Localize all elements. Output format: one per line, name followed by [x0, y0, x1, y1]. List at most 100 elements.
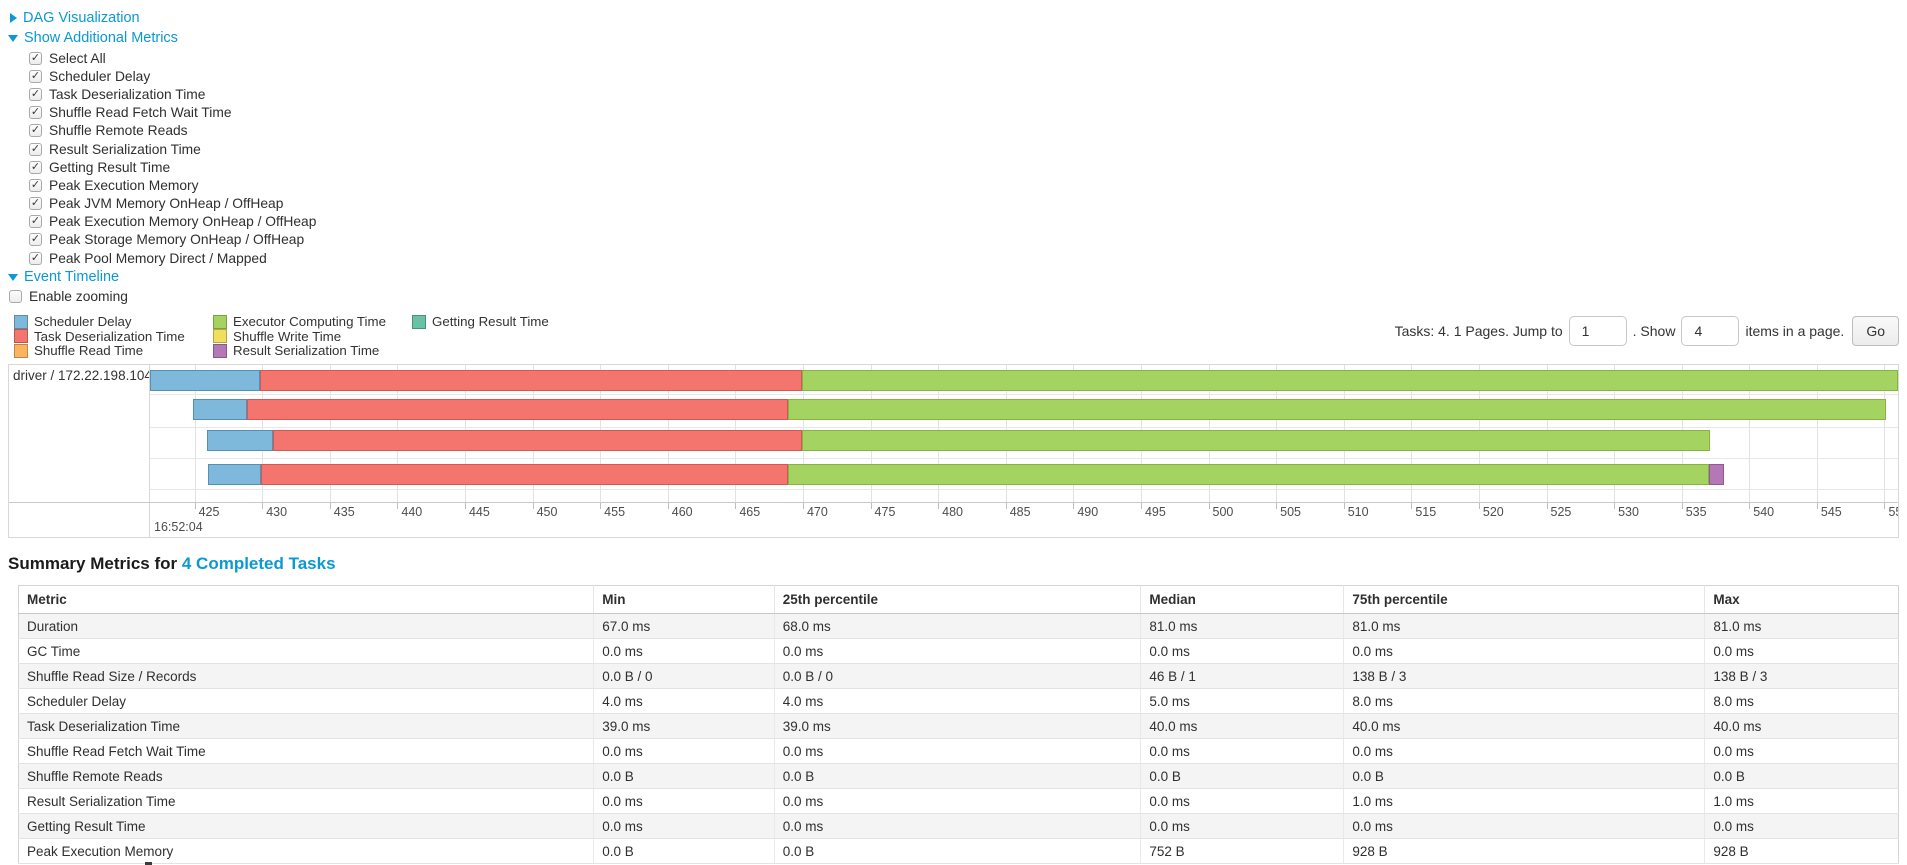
executor-computing-bar[interactable]	[788, 464, 1709, 486]
metric-checkbox-row[interactable]: ✓ Result Serialization Time	[29, 140, 1899, 158]
column-header: Min	[593, 585, 775, 615]
event-timeline-toggle[interactable]: Event Timeline	[8, 267, 1899, 286]
table-row: Task Deserialization Time 39.0 ms 39.0 ms 4…	[18, 713, 1899, 740]
row-separator	[150, 394, 1898, 396]
executor-computing-bar[interactable]	[801, 370, 1898, 392]
metric-checkbox-row[interactable]: ✓ Shuffle Remote Reads	[29, 122, 1899, 140]
axis-tick-label: 490	[1077, 505, 1099, 520]
axis-tick	[1546, 503, 1548, 510]
enable-zooming-label: Enable zooming	[29, 288, 128, 304]
metric-checkbox-row[interactable]: ✓ Peak Execution Memory	[29, 176, 1899, 194]
scheduler-delay-bar[interactable]	[193, 399, 248, 421]
legend-item: Result Serialization Time	[213, 343, 412, 358]
legend-item: Getting Result Time	[412, 314, 549, 329]
axis-tick-label: 445	[468, 505, 490, 520]
jump-to-page-input[interactable]	[1568, 316, 1627, 347]
metric-value-cell: 0.0 ms	[1343, 813, 1706, 840]
metric-value-cell: 4.0 ms	[774, 688, 1142, 715]
result-serialization-bar[interactable]	[1708, 464, 1724, 486]
metric-checkbox[interactable]: ✓	[29, 106, 42, 120]
metric-checkbox[interactable]: ✓	[29, 215, 42, 229]
task-deserialization-bar[interactable]	[259, 370, 802, 392]
go-button[interactable]: Go	[1852, 316, 1899, 347]
table-row: Shuffle Read Fetch Wait Time 0.0 ms 0.0 ms…	[18, 738, 1899, 765]
metric-checkbox-row[interactable]: ✓ Peak Pool Memory Direct / Mapped	[29, 249, 1899, 267]
metric-name-cell: Duration	[18, 613, 595, 640]
scheduler-delay-bar[interactable]	[208, 464, 261, 486]
metric-checkbox[interactable]: ✓	[29, 233, 42, 247]
metric-checkbox-row[interactable]: ✓ Task Deserialization Time	[29, 85, 1899, 103]
metric-value-cell: 39.0 ms	[774, 713, 1142, 740]
executor-computing-bar[interactable]	[801, 430, 1711, 452]
axis-tick	[397, 503, 399, 510]
executor-computing-bar[interactable]	[788, 399, 1886, 421]
show-additional-metrics-toggle[interactable]: Show Additional Metrics	[8, 28, 1899, 47]
enable-zooming-row[interactable]: Enable zooming	[9, 287, 1899, 305]
metric-checkbox-label: Peak Storage Memory OnHeap / OffHeap	[49, 232, 305, 248]
dag-visualization-toggle[interactable]: DAG Visualization	[8, 8, 1899, 27]
metric-name-cell: Scheduler Delay	[18, 688, 595, 715]
axis-tick-label: 530	[1618, 505, 1639, 520]
scheduler-delay-bar[interactable]	[206, 430, 273, 452]
axis-tick	[329, 503, 331, 510]
metric-checkbox-row[interactable]: ✓ Peak Execution Memory OnHeap / OffHeap	[29, 213, 1899, 231]
metric-checkbox[interactable]: ✓	[29, 142, 42, 156]
legend-item: Shuffle Read Time	[14, 343, 213, 358]
metric-value-cell: 1.0 ms	[1343, 788, 1706, 815]
items-per-page-input[interactable]	[1681, 316, 1740, 347]
metric-checkbox[interactable]: ✓	[29, 178, 42, 192]
metric-checkbox[interactable]: ✓	[29, 87, 42, 101]
metric-name-cell: GC Time	[18, 638, 595, 665]
getting-result-swatch	[412, 314, 426, 329]
axis-tick-label: 460	[671, 505, 693, 520]
scheduler-delay-bar[interactable]	[150, 370, 260, 392]
tasks-count-text: Tasks: 4. 1 Pages. Jump to	[1394, 323, 1563, 340]
metric-value-cell: 0.0 B	[774, 838, 1142, 865]
result-serialization-swatch	[213, 343, 227, 358]
show-additional-metrics-link[interactable]: Show Additional Metrics	[24, 29, 178, 46]
metric-checkbox[interactable]: ✓	[29, 51, 42, 65]
enable-zooming-checkbox[interactable]	[9, 289, 22, 303]
metric-checkbox[interactable]: ✓	[29, 69, 42, 83]
metric-value-cell: 0.0 ms	[774, 638, 1142, 665]
metric-checkbox[interactable]: ✓	[29, 197, 42, 211]
metric-checkbox-row[interactable]: ✓ Scheduler Delay	[29, 67, 1899, 85]
metric-checkbox-row[interactable]: ✓ Select All	[29, 49, 1899, 67]
metric-checkbox-label: Getting Result Time	[49, 159, 171, 175]
axis-tick-label: 440	[401, 505, 423, 520]
completed-tasks-link[interactable]: 4 Completed Tasks	[181, 554, 336, 574]
metric-checkbox-row[interactable]: ✓ Peak JVM Memory OnHeap / OffHeap	[29, 195, 1899, 213]
metric-name-cell: Task Deserialization Time	[18, 713, 595, 740]
chevron-right-icon	[10, 12, 17, 23]
axis-tick-label: 535	[1685, 505, 1707, 520]
metric-name-cell: Getting Result Time	[18, 813, 595, 840]
metric-checkbox[interactable]: ✓	[29, 160, 42, 174]
event-timeline-link[interactable]: Event Timeline	[24, 268, 120, 285]
metric-value-cell: 81.0 ms	[1343, 613, 1706, 640]
dag-visualization-link[interactable]: DAG Visualization	[23, 9, 140, 26]
metric-checkbox-row[interactable]: ✓ Shuffle Read Fetch Wait Time	[29, 104, 1899, 122]
task-deserialization-bar[interactable]	[260, 464, 789, 486]
metric-checkbox-label: Select All	[49, 50, 106, 66]
legend-label: Shuffle Write Time	[233, 328, 342, 344]
metric-checkbox[interactable]: ✓	[29, 124, 42, 138]
legend-pagination-band: Scheduler Delay Task Deserialization Time…	[8, 314, 1899, 358]
metric-value-cell: 8.0 ms	[1704, 688, 1899, 715]
metric-checkbox[interactable]: ✓	[29, 251, 42, 265]
metric-checkbox-row[interactable]: ✓ Peak Storage Memory OnHeap / OffHeap	[29, 231, 1899, 249]
task-deserialization-bar[interactable]	[247, 399, 789, 421]
metric-value-cell: 0.0 ms	[593, 738, 775, 765]
timeline-plot-area[interactable]	[150, 365, 1898, 503]
task-deserialization-bar[interactable]	[273, 430, 802, 452]
legend-label: Executor Computing Time	[233, 314, 386, 330]
metric-checkbox-row[interactable]: ✓ Getting Result Time	[29, 158, 1899, 176]
legend-label: Task Deserialization Time	[34, 328, 185, 344]
metric-name-cell: Result Serialization Time	[18, 788, 595, 815]
axis-tick	[1208, 503, 1210, 510]
legend-label: Shuffle Read Time	[34, 343, 144, 359]
metric-value-cell: 39.0 ms	[593, 713, 775, 740]
summary-heading-prefix: Summary Metrics for	[8, 554, 178, 574]
axis-tick	[870, 503, 872, 510]
table-row: Scheduler Delay 4.0 ms 4.0 ms 5.0 ms 8.0 ms 8…	[18, 688, 1899, 715]
timeline-group-label: driver / 172.22.198.104	[9, 365, 150, 503]
